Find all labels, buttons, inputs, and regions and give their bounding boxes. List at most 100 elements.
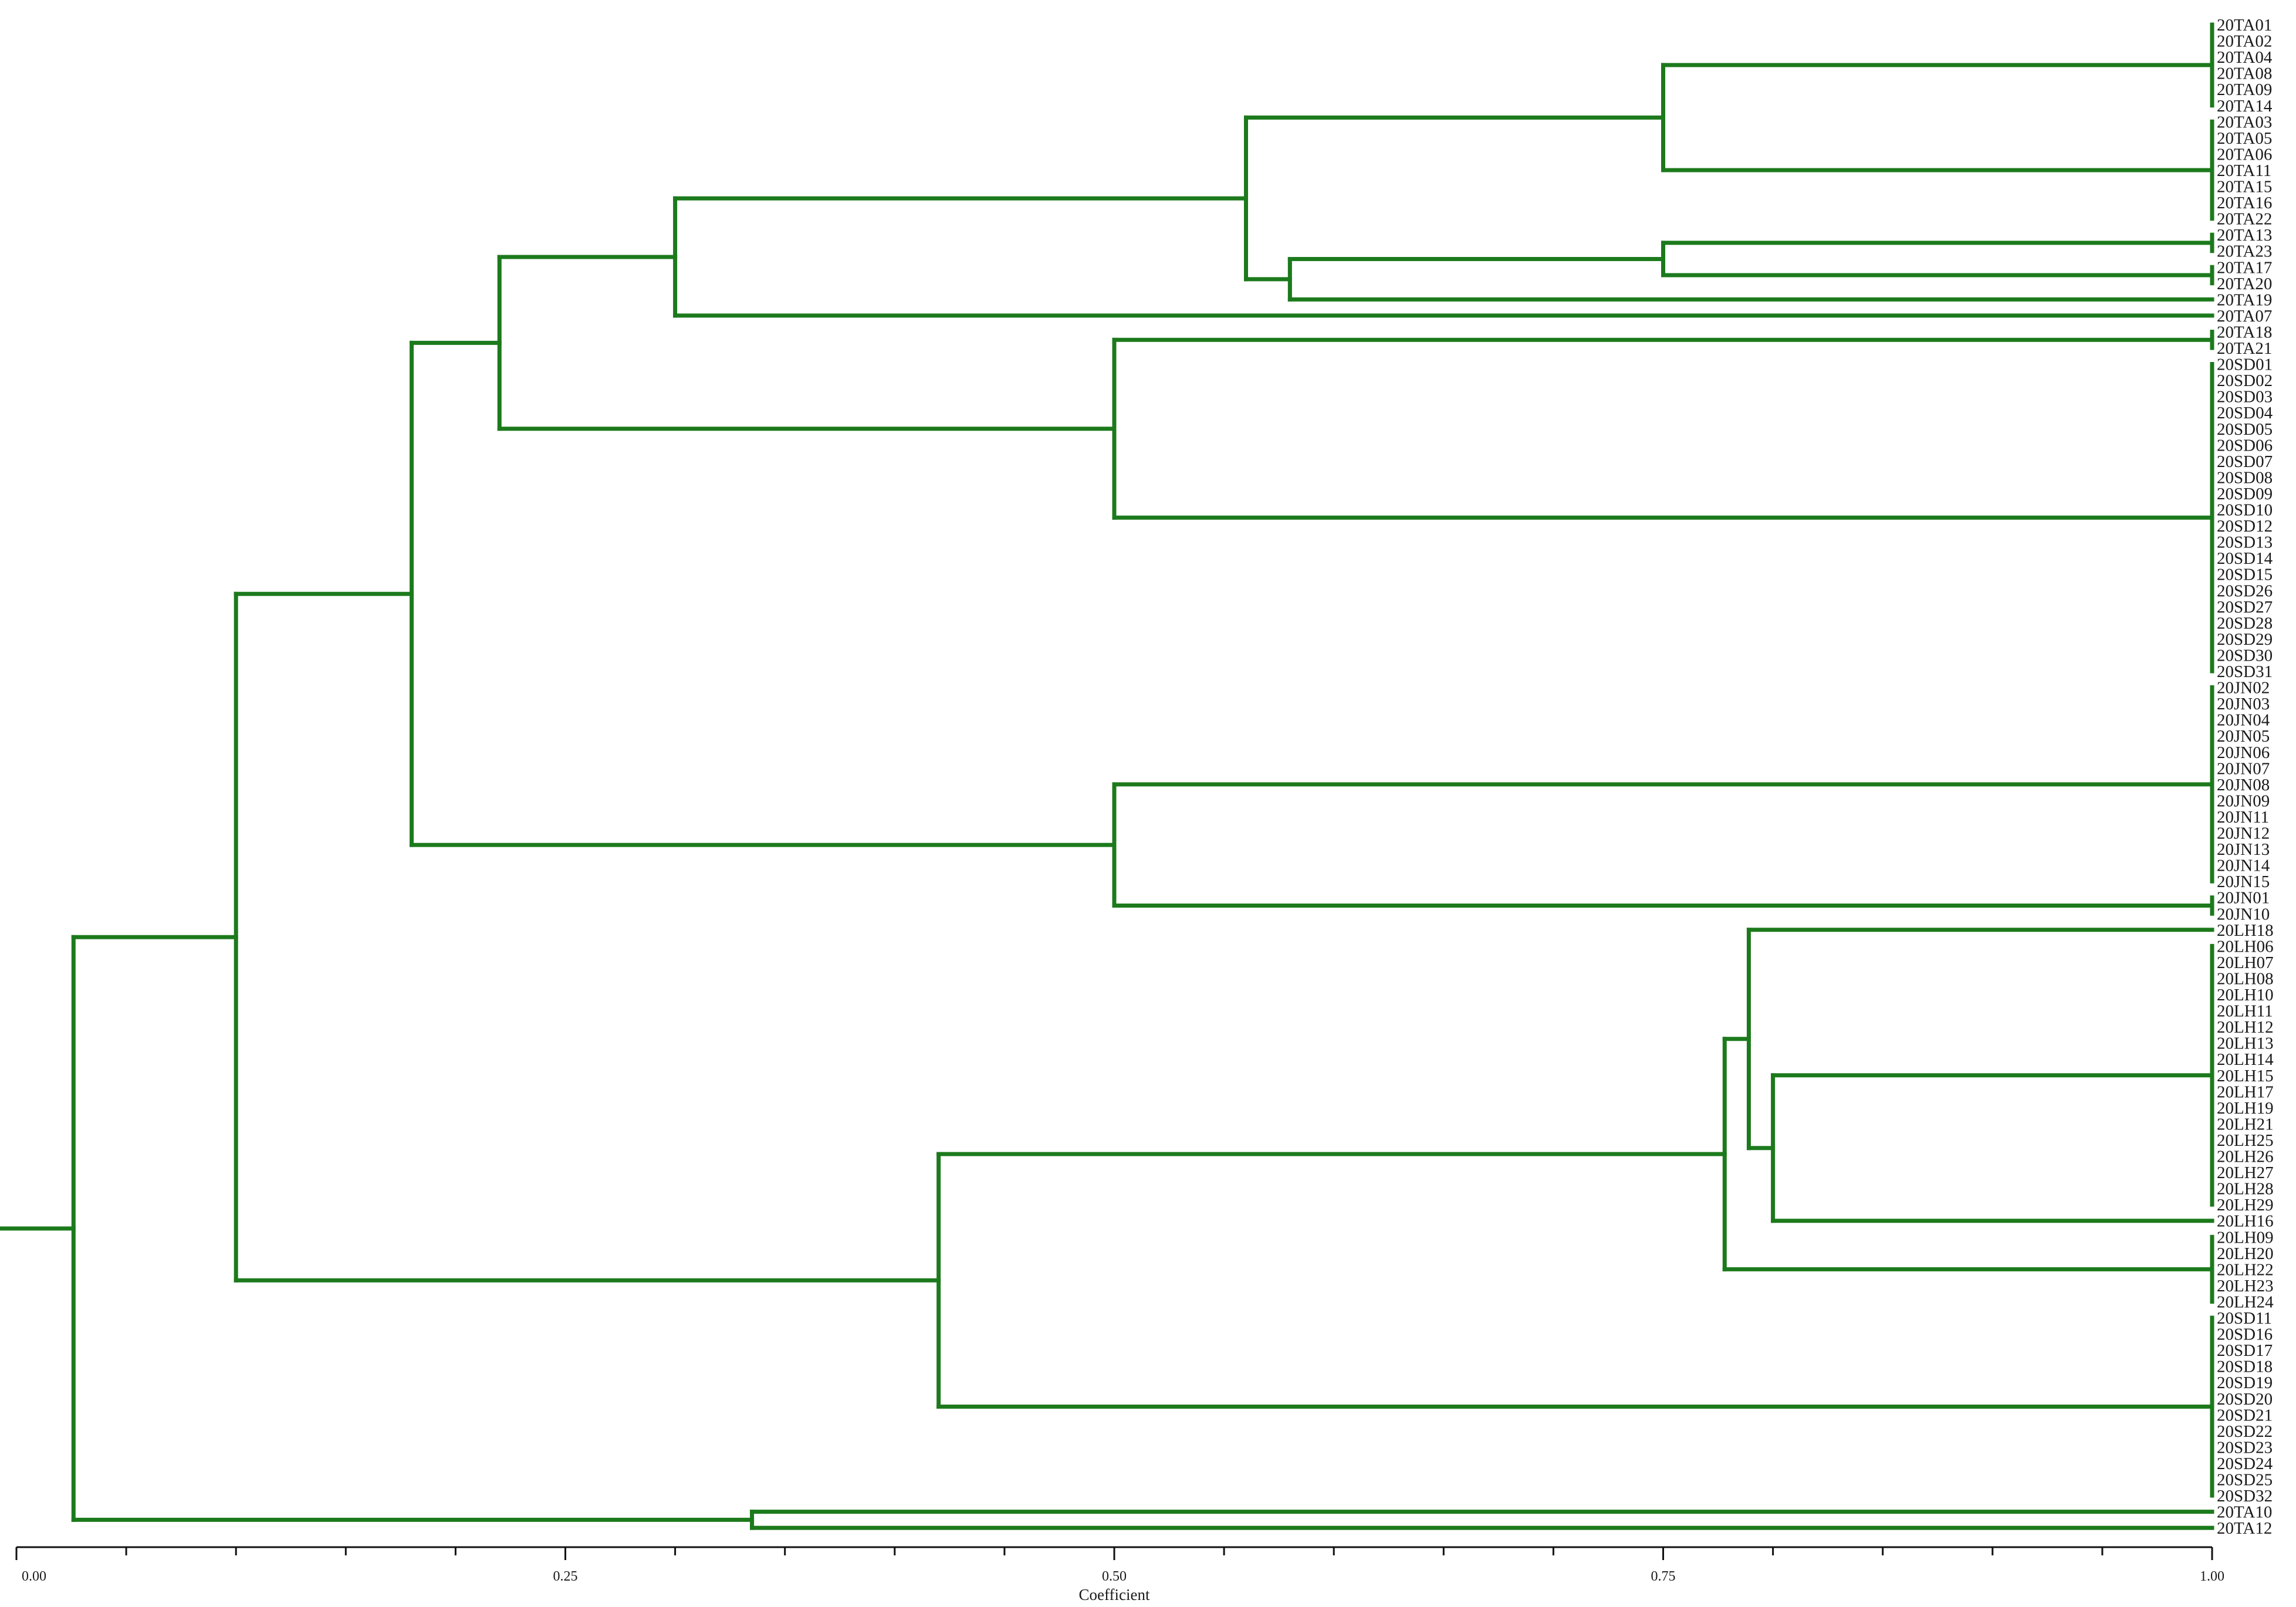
- leaf-label-20ta10: 20TA10: [2217, 1503, 2272, 1522]
- leaf-label-20ta07: 20TA07: [2217, 307, 2272, 326]
- leaf-label-20sd05: 20SD05: [2217, 420, 2273, 439]
- leaf-label-20lh15: 20LH15: [2217, 1067, 2274, 1085]
- leaf-label-20jn03: 20JN03: [2217, 695, 2270, 713]
- tick-label: 0.50: [1102, 1569, 1127, 1584]
- leaf-label-20lh11: 20LH11: [2217, 1002, 2273, 1021]
- leaf-label-20jn09: 20JN09: [2217, 791, 2270, 810]
- leaf-label-20lh12: 20LH12: [2217, 1018, 2274, 1037]
- leaf-label-20sd26: 20SD26: [2217, 581, 2273, 600]
- leaf-label-20jn02: 20JN02: [2217, 679, 2270, 698]
- leaf-label-20ta20: 20TA20: [2217, 275, 2272, 293]
- leaf-label-20ta21: 20TA21: [2217, 339, 2272, 358]
- leaf-label-20sd14: 20SD14: [2217, 549, 2273, 568]
- leaf-label-20sd24: 20SD24: [2217, 1454, 2273, 1473]
- leaf-label-20lh13: 20LH13: [2217, 1034, 2274, 1053]
- leaf-label-20jn11: 20JN11: [2217, 808, 2269, 827]
- leaf-label-20sd32: 20SD32: [2217, 1487, 2273, 1505]
- leaf-label-20sd06: 20SD06: [2217, 436, 2273, 455]
- leaf-label-20sd30: 20SD30: [2217, 646, 2273, 665]
- leaf-label-20lh06: 20LH06: [2217, 937, 2274, 956]
- leaf-label-20lh21: 20LH21: [2217, 1115, 2274, 1134]
- leaf-label-20ta11: 20TA11: [2217, 161, 2271, 180]
- leaf-label-20lh17: 20LH17: [2217, 1082, 2274, 1101]
- leaf-label-20jn07: 20JN07: [2217, 759, 2270, 778]
- x-axis-title: Coefficient: [1079, 1586, 1150, 1603]
- leaf-label-20sd16: 20SD16: [2217, 1325, 2273, 1344]
- tick-label: 0.25: [553, 1569, 578, 1584]
- leaf-label-20lh09: 20LH09: [2217, 1228, 2274, 1247]
- leaf-label-20lh27: 20LH27: [2217, 1163, 2274, 1182]
- x-axis: 0.00 0.25 0.50 0.75 1.00: [15, 1546, 2224, 1584]
- leaf-label-20lh26: 20LH26: [2217, 1148, 2274, 1166]
- leaf-label-20sd11: 20SD11: [2217, 1309, 2272, 1328]
- leaf-label-20sd09: 20SD09: [2217, 485, 2273, 503]
- leaf-label-20ta02: 20TA02: [2217, 32, 2272, 51]
- leaf-label-20sd07: 20SD07: [2217, 452, 2273, 471]
- leaf-label-20lh19: 20LH19: [2217, 1099, 2274, 1118]
- leaf-label-20sd17: 20SD17: [2217, 1341, 2273, 1360]
- leaf-label-20jn15: 20JN15: [2217, 872, 2270, 891]
- leaf-label-20ta15: 20TA15: [2217, 178, 2272, 197]
- tick-label: 0.75: [1651, 1569, 1676, 1584]
- leaf-label-20sd02: 20SD02: [2217, 371, 2273, 390]
- leaf-label-20sd10: 20SD10: [2217, 501, 2273, 520]
- leaf-label-20sd01: 20SD01: [2217, 356, 2273, 374]
- leaf-label-20sd04: 20SD04: [2217, 404, 2273, 422]
- leaf-label-20jn12: 20JN12: [2217, 824, 2270, 843]
- leaf-label-20sd25: 20SD25: [2217, 1471, 2273, 1490]
- leaf-label-20sd23: 20SD23: [2217, 1438, 2273, 1457]
- leaf-label-20sd21: 20SD21: [2217, 1406, 2273, 1425]
- leaf-label-20lh18: 20LH18: [2217, 921, 2274, 940]
- leaf-label-20jn10: 20JN10: [2217, 905, 2270, 923]
- leaf-label-20jn14: 20JN14: [2217, 857, 2270, 875]
- leaf-label-20ta09: 20TA09: [2217, 80, 2272, 99]
- tick-label: 1.00: [2200, 1569, 2224, 1584]
- leaf-label-20jn05: 20JN05: [2217, 727, 2270, 746]
- leaf-label-20sd28: 20SD28: [2217, 614, 2273, 632]
- leaf-label-20lh16: 20LH16: [2217, 1212, 2274, 1231]
- leaf-label-20ta13: 20TA13: [2217, 226, 2272, 245]
- leaf-label-20jn08: 20JN08: [2217, 776, 2270, 794]
- leaf-label-20jn01: 20JN01: [2217, 889, 2270, 908]
- leaf-label-20sd29: 20SD29: [2217, 630, 2273, 649]
- leaf-label-20lh29: 20LH29: [2217, 1196, 2274, 1214]
- leaf-label-20lh20: 20LH20: [2217, 1244, 2274, 1263]
- leaf-label-20sd20: 20SD20: [2217, 1390, 2273, 1409]
- leaf-label-20ta04: 20TA04: [2217, 48, 2273, 67]
- leaf-label-20lh23: 20LH23: [2217, 1277, 2274, 1295]
- leaf-label-20sd18: 20SD18: [2217, 1358, 2273, 1376]
- dendrogram-branches: [0, 22, 2214, 1530]
- tick-label: 0.00: [22, 1569, 46, 1584]
- leaf-label-20sd27: 20SD27: [2217, 598, 2273, 617]
- leaf-label-20lh24: 20LH24: [2217, 1293, 2274, 1311]
- leaf-label-20lh10: 20LH10: [2217, 986, 2274, 1004]
- leaf-label-20ta17: 20TA17: [2217, 258, 2272, 277]
- leaf-label-20ta01: 20TA01: [2217, 16, 2272, 35]
- leaf-label-20lh07: 20LH07: [2217, 953, 2274, 972]
- leaf-label-20sd03: 20SD03: [2217, 388, 2273, 407]
- leaf-label-20ta22: 20TA22: [2217, 210, 2272, 229]
- leaf-label-20jn13: 20JN13: [2217, 840, 2270, 859]
- leaf-label-20sd15: 20SD15: [2217, 566, 2273, 584]
- leaf-label-20sd22: 20SD22: [2217, 1422, 2273, 1441]
- leaf-label-20ta23: 20TA23: [2217, 242, 2272, 261]
- leaf-label-20lh22: 20LH22: [2217, 1260, 2274, 1279]
- leaf-label-20ta12: 20TA12: [2217, 1519, 2272, 1538]
- leaf-label-20ta19: 20TA19: [2217, 290, 2272, 309]
- leaf-label-20sd31: 20SD31: [2217, 662, 2273, 681]
- leaf-label-20lh28: 20LH28: [2217, 1180, 2274, 1199]
- leaf-label-20sd12: 20SD12: [2217, 517, 2273, 536]
- leaf-label-20sd13: 20SD13: [2217, 533, 2273, 552]
- leaf-label-20ta08: 20TA08: [2217, 65, 2272, 83]
- leaf-label-20ta14: 20TA14: [2217, 97, 2273, 116]
- leaf-label-20lh25: 20LH25: [2217, 1131, 2274, 1150]
- leaf-label-20jn06: 20JN06: [2217, 743, 2270, 762]
- leaf-label-20ta16: 20TA16: [2217, 194, 2272, 212]
- leaf-label-20ta05: 20TA05: [2217, 129, 2272, 148]
- leaf-label-20sd19: 20SD19: [2217, 1373, 2273, 1392]
- leaf-label-20ta18: 20TA18: [2217, 323, 2272, 341]
- leaf-label-20ta06: 20TA06: [2217, 145, 2272, 164]
- leaf-label-20lh08: 20LH08: [2217, 969, 2274, 988]
